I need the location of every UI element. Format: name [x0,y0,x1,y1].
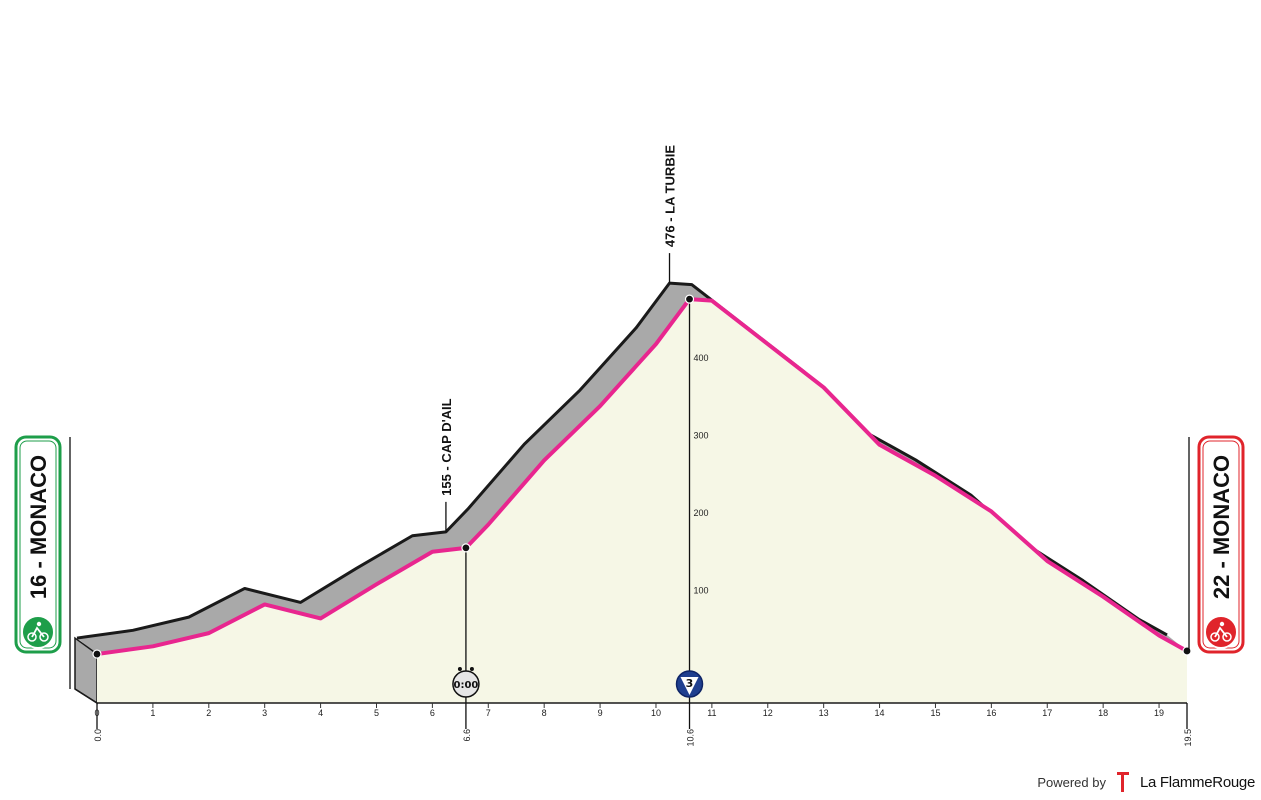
cyclist-frame [31,626,45,638]
climb-category-number: 3 [686,677,694,690]
y-tick-label: 400 [694,353,709,363]
stopwatch-button [457,667,462,671]
x-tick-label: 14 [875,708,885,718]
finish-banner-frame [1197,435,1245,654]
x-tick-label: 19 [1154,708,1164,718]
y-tick-label: 200 [694,508,709,518]
profile-surface [97,299,1187,703]
x-tick-label: 15 [930,708,940,718]
x-tick-label: 2 [206,708,211,718]
key-point-markers: 0.0 6.6 0:00 10.6 3 19.5 [92,294,1193,747]
y-tick-label: 100 [694,586,709,596]
x-tick-label: 8 [542,708,547,718]
summit-labels: 155 - CAP D'AIL 476 - LA TURBIE [439,145,678,532]
powered-by-text: Powered by [1037,774,1106,790]
x-tick-label: 17 [1042,708,1052,718]
key-point-dot [92,649,102,659]
x-tick-label: 6 [430,708,435,718]
x-tick-label: 1 [150,708,155,718]
cyclist-wheel [1210,632,1220,642]
brand-name: La FlammeRouge [1139,773,1255,791]
key-point-dot [1182,646,1192,656]
y-axis-ticks: 100 200 300 400 [694,353,709,596]
key-point-km-label: 19.5 [1183,729,1193,747]
cyclist-icon [21,615,55,649]
cyclist-head [36,621,42,627]
summit-label: 476 - LA TURBIE [663,145,678,247]
finish-banner-label: 22 - MONACO [1209,455,1234,599]
climb-category-triangle [680,677,699,695]
profile-area [74,281,1189,705]
key-point-km-label: 6.6 [462,729,472,742]
cyclist-icon [1204,615,1238,649]
x-tick-label: 7 [486,708,491,718]
x-tick-label: 3 [262,708,267,718]
profile-side-band [77,283,1187,655]
cyclist-wheel [1222,632,1232,642]
cyclist-frame [1214,626,1228,638]
x-tick-label: 18 [1098,708,1108,718]
baseline-corner [74,688,98,704]
start-banner-label: 16 - MONACO [26,455,51,599]
x-tick-label: 10 [651,708,661,718]
start-banner-frame [14,435,62,654]
stopwatch-icon [452,670,480,698]
x-axis-ticks: 012345678910111213141516171819 [94,703,1164,718]
x-tick-label: 5 [374,708,379,718]
x-tick-label: 11 [707,708,716,718]
key-point-dot [461,543,471,553]
road-line [95,297,1189,657]
x-tick-label: 13 [819,708,829,718]
x-tick-label: 12 [763,708,773,718]
x-tick-label: 9 [598,708,603,718]
start-finish-banners: 16 - MONACO 22 - MONACO [14,435,1245,689]
key-point-km-label: 10.6 [686,729,696,747]
key-point-dot [684,294,695,304]
flame-logo-icon [1116,772,1129,792]
cyclist-wheel [39,632,49,642]
stopwatch-button [469,667,474,671]
footer-credit: Powered by La FlammeRouge [1037,770,1255,794]
cyclist-wheel [27,632,37,642]
x-tick-label: 4 [318,708,323,718]
cyclist-head [1219,621,1225,627]
y-tick-label: 300 [694,431,709,441]
x-tick-label: 16 [986,708,996,718]
summit-label: 155 - CAP D'AIL [439,398,454,496]
key-point-km-label: 0.0 [93,729,103,742]
intermediate-time-label: 0:00 [453,680,478,691]
